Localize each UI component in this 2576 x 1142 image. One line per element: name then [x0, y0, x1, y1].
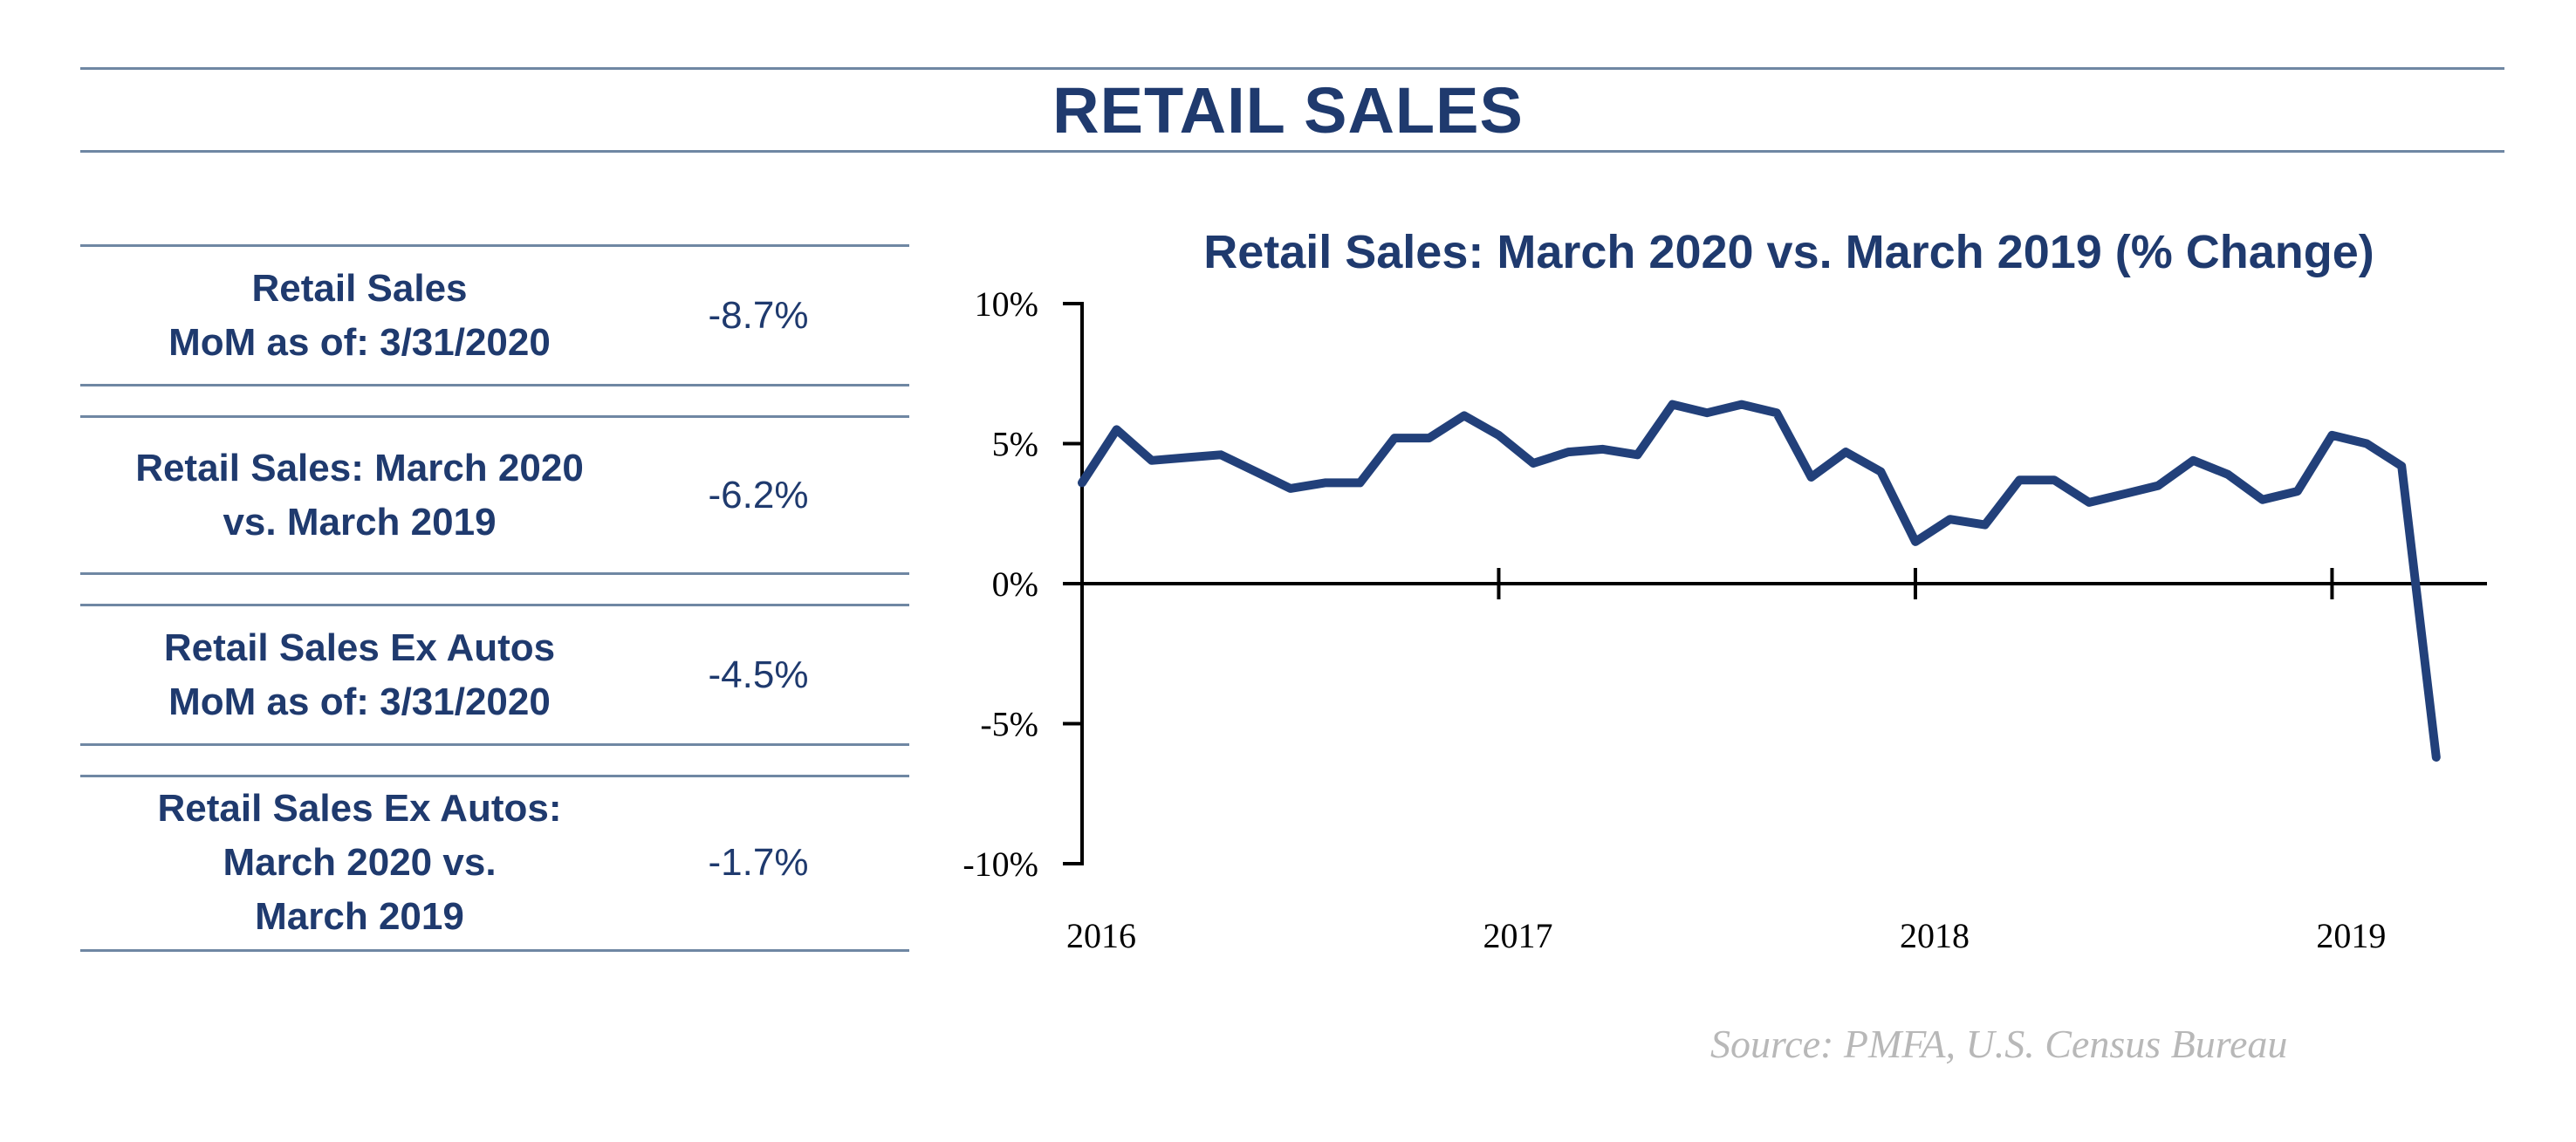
stat-rule — [80, 775, 909, 777]
y-tick-label: 0% — [992, 564, 1038, 604]
stat-row: Retail Sales MoM as of: 3/31/2020 -8.7% — [80, 246, 909, 386]
y-tick-label: -5% — [980, 705, 1038, 744]
stat-rule — [80, 384, 909, 386]
x-tick-label: 2019 — [2316, 916, 2386, 955]
stat-label: Retail Sales Ex Autos: March 2020 vs. Ma… — [157, 787, 562, 938]
y-tick-label: -10% — [963, 845, 1038, 884]
stat-label: Retail Sales Ex Autos MoM as of: 3/31/20… — [163, 626, 556, 723]
stat-rule — [80, 949, 909, 952]
y-tick-label: 5% — [992, 425, 1038, 464]
series-line — [1078, 400, 2441, 762]
x-tick-label: 2018 — [1900, 916, 1970, 955]
stat-rule — [80, 244, 909, 247]
page-title: RETAIL SALES — [1052, 74, 1524, 147]
header-top-rule — [80, 67, 2504, 70]
x-tick-label: 2017 — [1483, 916, 1552, 955]
y-tick-label: 10% — [975, 284, 1038, 324]
stat-rule — [80, 572, 909, 575]
stat-row: Retail Sales Ex Autos: March 2020 vs. Ma… — [80, 776, 909, 949]
stat-rule — [80, 743, 909, 746]
stat-value: -8.7% — [708, 294, 809, 337]
stat-label: Retail Sales: March 2020 vs. March 2019 — [135, 447, 584, 544]
stat-row: Retail Sales: March 2020 vs. March 2019 … — [80, 417, 909, 574]
chart-title: Retail Sales: March 2020 vs. March 2019 … — [1203, 226, 2374, 278]
stat-value: -4.5% — [708, 653, 809, 696]
stat-value: -1.7% — [708, 841, 809, 884]
stat-value: -6.2% — [708, 474, 809, 516]
stat-rule — [80, 415, 909, 418]
stat-label: Retail Sales MoM as of: 3/31/2020 — [168, 267, 551, 364]
source-note: Source: PMFA, U.S. Census Bureau — [1710, 1022, 2288, 1066]
stat-row: Retail Sales Ex Autos MoM as of: 3/31/20… — [80, 605, 909, 745]
x-tick-label: 2016 — [1066, 916, 1136, 955]
header-bottom-rule — [80, 150, 2504, 153]
stat-rule — [80, 604, 909, 606]
